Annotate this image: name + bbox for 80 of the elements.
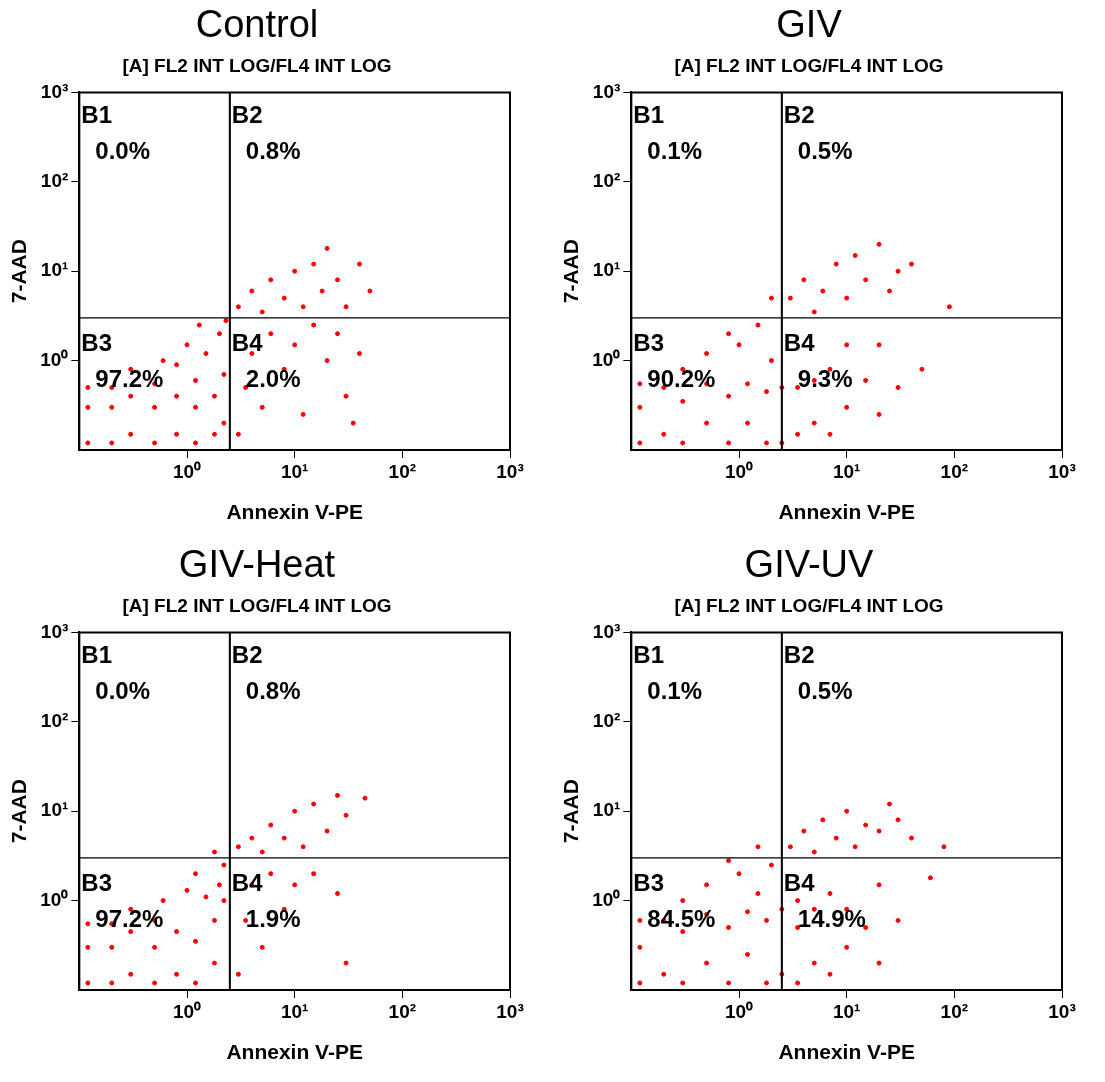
annotation: B1 (633, 641, 665, 669)
y-tick-label: 10³ (592, 80, 621, 102)
annotation: B4 (231, 328, 264, 356)
y-axis-title: 7-AAD (7, 239, 31, 304)
y-tick-label: 10² (40, 710, 69, 732)
annotation: B4 (231, 868, 264, 896)
annotation: 0.8% (245, 677, 301, 705)
x-tick-label: 10² (388, 1000, 417, 1022)
y-tick-label: 10¹ (592, 259, 621, 281)
y-tick-label: 10¹ (40, 799, 69, 821)
y-tick-label: 10⁰ (592, 348, 621, 370)
annotation: B1 (81, 101, 113, 129)
x-tick-label: 10² (940, 1000, 969, 1022)
annotation: B3 (81, 328, 113, 356)
annotation: 0.0% (95, 137, 151, 165)
annotation: 84.5% (647, 904, 716, 932)
y-axis-title: 7-AAD (559, 779, 583, 844)
y-tick-label: 10¹ (40, 259, 69, 281)
x-tick-label: 10³ (496, 460, 524, 482)
annotation: B4 (783, 328, 816, 356)
chart-subtitle: [A] FL2 INT LOG/FL4 INT LOG (122, 55, 392, 77)
annotation: 2.0% (245, 364, 301, 392)
annotation: 0.8% (245, 137, 301, 165)
x-tick-label: 10⁰ (172, 460, 202, 482)
y-tick-label: 10³ (40, 80, 69, 102)
chart-subtitle: [A] FL2 INT LOG/FL4 INT LOG (674, 595, 944, 617)
annotation: 14.9% (797, 904, 866, 932)
annotation: B3 (633, 328, 665, 356)
annotation: 0.1% (647, 677, 703, 705)
annotation: B3 (81, 868, 113, 896)
y-tick-label: 10² (40, 170, 69, 192)
x-tick-label: 10¹ (280, 1000, 309, 1022)
annotation: B2 (231, 101, 263, 129)
y-tick-label: 10³ (40, 620, 69, 642)
x-axis-title: Annexin V-PE (778, 1040, 915, 1064)
x-tick-label: 10⁰ (172, 1000, 202, 1022)
chart-title: GIV-Heat (178, 543, 336, 586)
chart-title: GIV (776, 3, 843, 46)
annotation: 0.5% (797, 137, 853, 165)
x-tick-label: 10³ (1048, 460, 1076, 482)
annotation: 0.0% (95, 677, 151, 705)
annotation: 90.2% (647, 364, 716, 392)
y-tick-label: 10² (592, 170, 621, 192)
x-tick-label: 10³ (1048, 1000, 1076, 1022)
annotation: 0.1% (647, 137, 703, 165)
y-tick-label: 10⁰ (40, 888, 69, 910)
annotation: B1 (633, 101, 665, 129)
chart-title: Control (195, 3, 319, 46)
y-tick-label: 10² (592, 710, 621, 732)
annotation: 97.2% (95, 904, 164, 932)
x-tick-label: 10² (940, 460, 969, 482)
chart-title: GIV-UV (744, 543, 875, 586)
annotation: B2 (231, 641, 263, 669)
x-axis-title: Annexin V-PE (226, 1040, 363, 1064)
x-tick-label: 10⁰ (724, 1000, 754, 1022)
x-tick-label: 10¹ (280, 460, 309, 482)
chart-subtitle: [A] FL2 INT LOG/FL4 INT LOG (674, 55, 944, 77)
x-tick-label: 10¹ (832, 1000, 861, 1022)
y-tick-label: 10⁰ (40, 348, 69, 370)
y-tick-label: 10⁰ (592, 888, 621, 910)
x-tick-label: 10³ (496, 1000, 524, 1022)
annotation: B1 (81, 641, 113, 669)
annotation: 97.2% (95, 364, 164, 392)
annotation: B2 (783, 101, 815, 129)
x-axis-title: Annexin V-PE (226, 500, 363, 524)
x-tick-label: 10⁰ (724, 460, 754, 482)
y-tick-label: 10¹ (592, 799, 621, 821)
annotation: 1.9% (245, 904, 301, 932)
x-tick-label: 10¹ (832, 460, 861, 482)
annotation: B4 (783, 868, 816, 896)
x-axis-title: Annexin V-PE (778, 500, 915, 524)
annotation: 9.3% (797, 364, 853, 392)
annotation: 0.5% (797, 677, 853, 705)
x-tick-label: 10² (388, 460, 417, 482)
annotation: B2 (783, 641, 815, 669)
annotation: B3 (633, 868, 665, 896)
y-axis-title: 7-AAD (559, 239, 583, 304)
chart-subtitle: [A] FL2 INT LOG/FL4 INT LOG (122, 595, 392, 617)
y-tick-label: 10³ (592, 620, 621, 642)
y-axis-title: 7-AAD (7, 779, 31, 844)
